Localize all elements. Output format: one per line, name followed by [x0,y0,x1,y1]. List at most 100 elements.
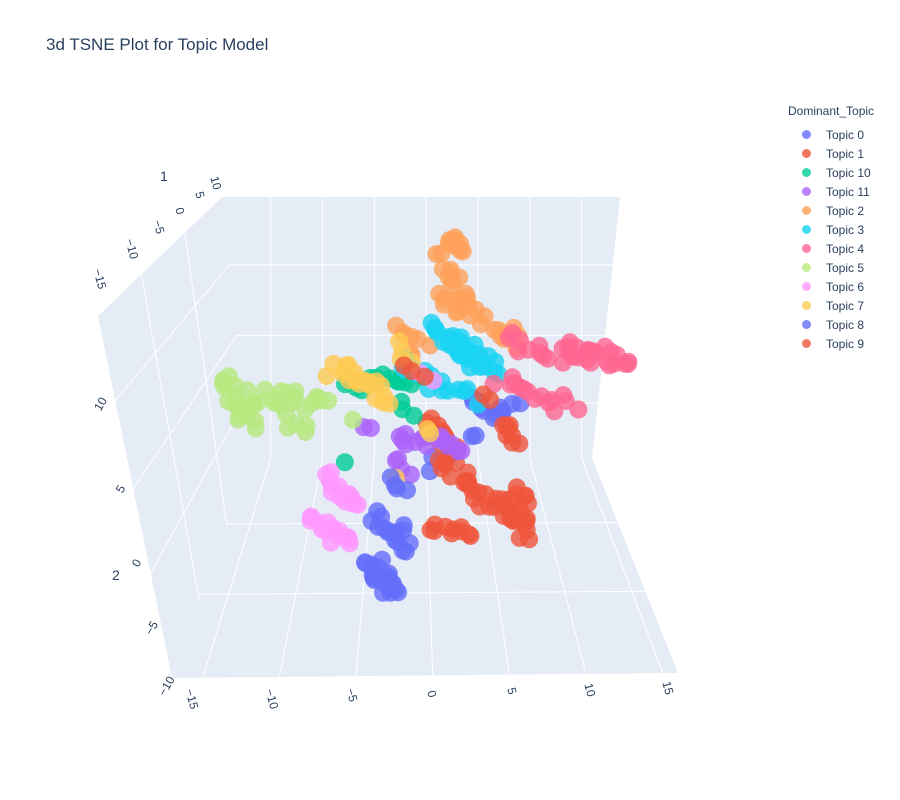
scatter-point-topic-6 [342,488,361,507]
scatter-point-topic-11 [401,465,420,484]
legend-label: Topic 11 [826,184,870,199]
legend-label: Topic 9 [826,336,865,351]
legend: Dominant_Topic Topic 0 Topic 1 Topic 10 Top… [788,104,874,353]
scatter-point-topic-5 [214,374,233,393]
scatter-point-topic-5 [248,394,267,412]
legend-marker-icon [802,301,811,310]
legend-label: Topic 2 [826,203,865,218]
scatter-point-topic-4 [569,400,588,419]
chart-title: 3d TSNE Plot for Topic Model [46,35,269,54]
legend-marker-icon [802,149,811,158]
tick-label: 10 [207,175,224,192]
scatter-point-topic-7 [421,424,440,443]
tick-label: 5 [192,190,207,200]
grid-line [529,457,587,675]
scatter-point-topic-1 [461,526,480,545]
tick-label: −5 [142,618,161,637]
scatter-point-topic-6 [322,533,340,552]
scatter-point-topic-10 [335,453,354,472]
legend-marker-icon [802,187,811,196]
scatter-point-topic-5 [238,381,257,400]
legend-label: Topic 7 [826,298,865,313]
legend-item-topic-2[interactable]: Topic 2 [788,201,874,220]
scatter-point-topic-8 [381,579,400,598]
scatter-point-topic-6 [340,534,359,553]
grid-line [184,232,228,525]
legend-item-topic-1[interactable]: Topic 1 [788,144,874,163]
legend-marker-icon [802,263,811,272]
legend-title: Dominant_Topic [788,104,875,118]
grid-line [278,457,324,678]
tick-label: 10 [91,394,110,413]
grid-line [226,522,618,525]
legend-label: Topic 0 [826,127,865,142]
left-wall [98,197,250,678]
scatter-point-topic-2 [475,307,494,326]
scatter-point-topic-4 [556,392,575,410]
grid-line [132,335,238,489]
legend-item-topic-9[interactable]: Topic 9 [788,334,874,353]
legend-item-topic-4[interactable]: Topic 4 [788,239,874,258]
tick-label: −5 [343,687,360,704]
y-axis-title: 2 [112,567,120,583]
legend-item-topic-3[interactable]: Topic 3 [788,220,874,239]
legend-marker-icon [802,244,811,253]
legend-label: Topic 10 [826,165,871,180]
legend-label: Topic 4 [826,241,865,256]
scatter-point-topic-2 [427,245,446,264]
legend-marker-icon [802,282,811,291]
tick-label: −10 [262,687,281,711]
tick-label: 5 [113,482,129,495]
tick-label: −5 [150,219,167,236]
scatter-point-topic-0 [466,426,485,445]
data-points [214,228,638,602]
tick-label: 10 [581,682,598,699]
grid-line [581,457,664,674]
legend-marker-icon [802,320,811,329]
legend-label: Topic 6 [826,279,865,294]
legend-item-topic-10[interactable]: Topic 10 [788,163,874,182]
legend-item-topic-6[interactable]: Topic 6 [788,277,874,296]
legend-item-topic-8[interactable]: Topic 8 [788,315,874,334]
grid-line [201,590,646,595]
grid-line [202,457,272,678]
scatter-point-topic-1 [519,494,537,513]
tick-label: 0 [129,556,145,569]
scatter-point-topic-1 [441,467,460,486]
tick-label: 5 [504,686,519,696]
scatter-point-topic-5 [297,416,316,435]
legend-marker-icon [802,168,811,177]
legend-item-topic-0[interactable]: Topic 0 [788,125,874,144]
scatter-point-topic-11 [449,442,468,461]
scatter-point-topic-3 [475,357,494,376]
scatter-point-topic-9 [481,391,500,410]
scatter-point-topic-11 [361,419,380,437]
legend-item-topic-11[interactable]: Topic 11 [788,182,874,201]
scatter-point-topic-8 [398,481,416,500]
scatter-point-topic-8 [368,502,387,521]
scatter-point-topic-7 [380,394,399,413]
legend-item-topic-7[interactable]: Topic 7 [788,296,874,315]
z-axis-title: 1 [160,168,168,184]
legend-item-topic-5[interactable]: Topic 5 [788,258,874,277]
scatter-point-topic-2 [451,241,470,260]
scatter-point-topic-4 [545,402,564,421]
scatter-point-topic-5 [343,410,362,429]
floor-plane [172,458,678,678]
scatter-point-topic-3 [455,382,474,401]
grid-line [425,457,434,676]
legend-label: Topic 8 [826,317,865,332]
legend-label: Topic 3 [826,222,865,237]
tick-label: −15 [182,687,201,711]
legend-label: Topic 1 [826,146,865,161]
scatter-point-topic-5 [246,412,265,430]
grid-line [150,402,245,574]
grid-line [140,274,200,602]
grid-line [114,264,230,402]
tick-label: 0 [424,689,439,699]
scatter-point-topic-10 [404,406,423,425]
legend-label: Topic 5 [826,260,865,275]
scatter-point-topic-1 [520,530,539,549]
